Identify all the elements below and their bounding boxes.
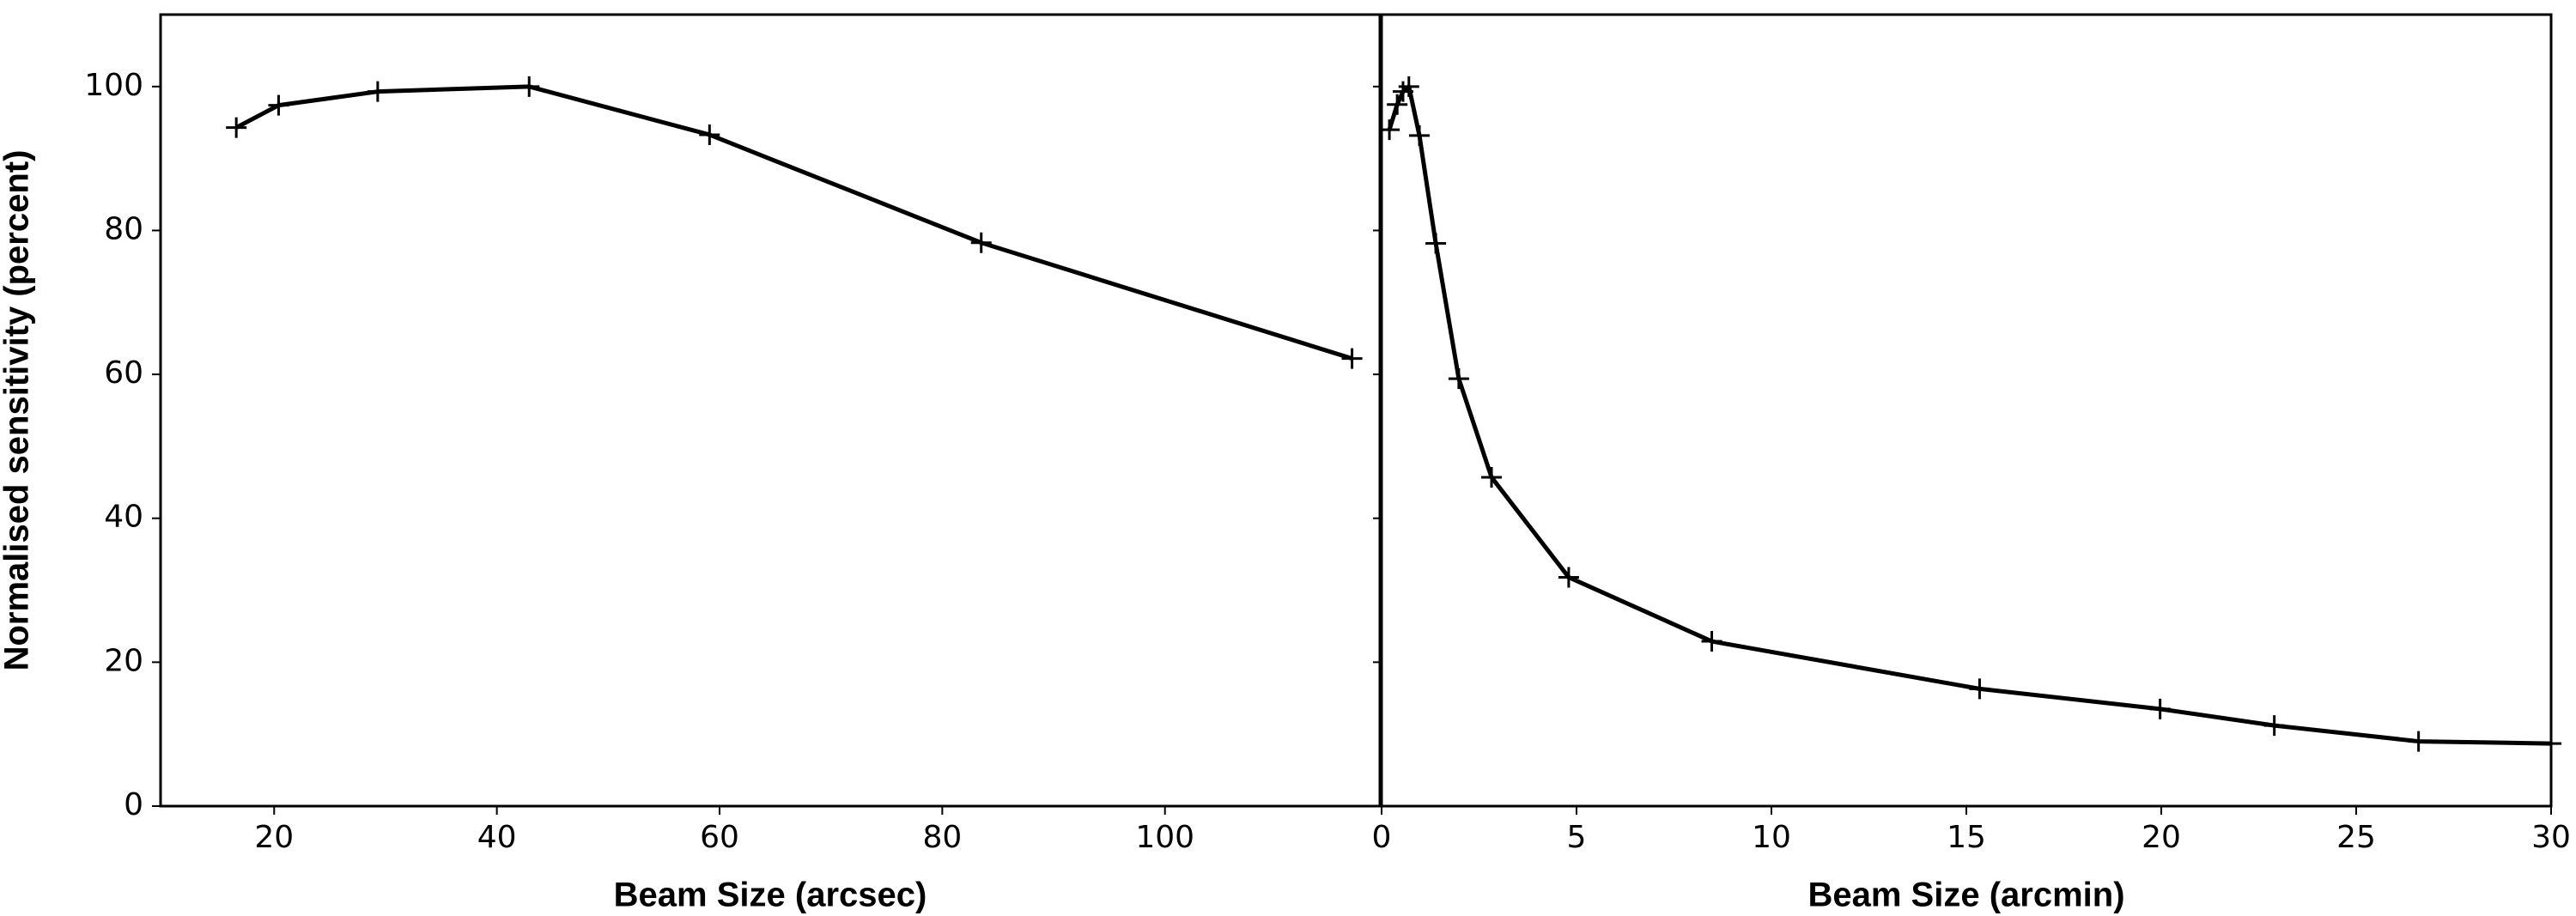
marker (970, 232, 992, 253)
line (1387, 84, 2552, 746)
marker (1387, 94, 1408, 115)
x-tick-label: 60 (700, 820, 739, 855)
plot-frame (1380, 13, 2553, 808)
x-tick-label: 20 (2142, 820, 2181, 855)
y-tick-label: 20 (104, 643, 143, 678)
x-axis-label: Beam Size (arcmin) (1807, 877, 2124, 914)
x-tick-label: 20 (254, 820, 294, 855)
marker (1398, 76, 1419, 97)
x-tick-label: 0 (1372, 820, 1392, 855)
marker (2408, 731, 2429, 752)
x-tick-label: 5 (1567, 820, 1587, 855)
marker (2149, 698, 2171, 719)
marker (226, 117, 247, 138)
y-axis-label: Normalised sensitivity (percent) (0, 150, 36, 671)
marker (1558, 567, 1579, 588)
x-axis-label: Beam Size (arcsec) (614, 877, 927, 914)
marker (519, 76, 540, 97)
marker (2263, 715, 2285, 737)
marker (1481, 466, 1503, 488)
marker (699, 124, 720, 145)
marker (1969, 678, 1990, 700)
y-tick-label: 0 (124, 787, 143, 822)
marker (367, 81, 388, 102)
marker (1701, 631, 1722, 652)
x-tick-label: 100 (1135, 820, 1194, 855)
marker (268, 94, 289, 116)
marker (1425, 233, 1447, 254)
x-tick-label: 15 (1947, 820, 1986, 855)
x-tick-label: 80 (922, 820, 962, 855)
y-tick-label: 80 (104, 211, 143, 246)
marker (1409, 124, 1431, 146)
x-tick-label: 10 (1752, 820, 1791, 855)
plot-frame (159, 13, 1382, 808)
x-tick-label: 25 (2336, 820, 2376, 855)
x-tick-label: 40 (477, 820, 517, 855)
y-tick-label: 60 (104, 355, 143, 391)
marker (1448, 368, 1469, 390)
line (235, 84, 1353, 361)
marker (1341, 348, 1363, 369)
y-tick-label: 100 (84, 68, 143, 103)
x-tick-label: 30 (2531, 820, 2571, 855)
y-tick-label: 40 (104, 500, 143, 535)
